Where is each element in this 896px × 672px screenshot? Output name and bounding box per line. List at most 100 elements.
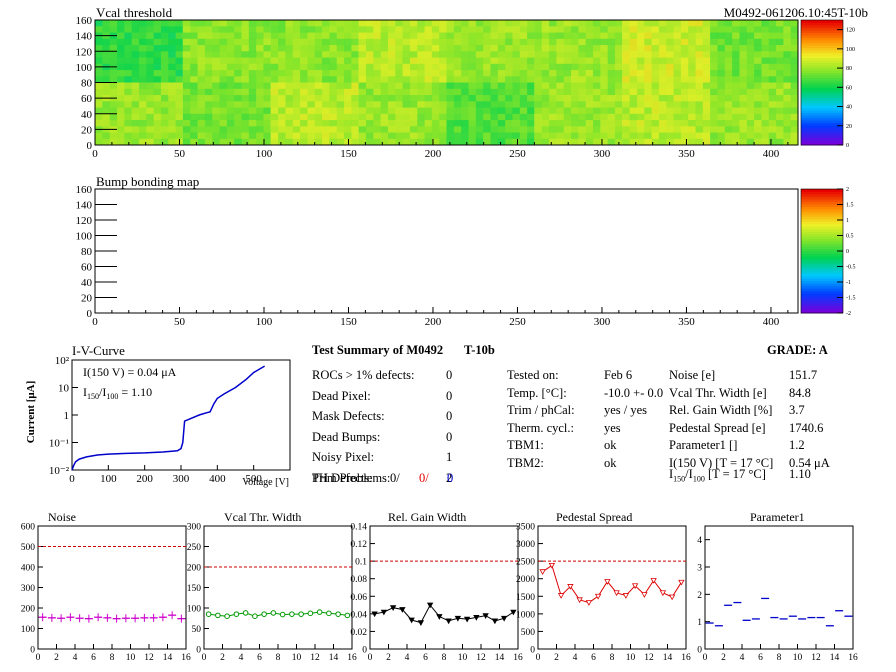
map-cell [124, 38, 132, 46]
map-cell [417, 113, 425, 121]
map-cell [358, 57, 367, 65]
map-cell [490, 126, 499, 133]
map-cell [651, 32, 660, 40]
colorbar-cell [801, 115, 843, 118]
map-cell [739, 88, 748, 96]
map-cell [168, 126, 176, 133]
map-cell [622, 82, 630, 90]
map-cell [461, 63, 469, 71]
map-cell [160, 126, 169, 133]
map-cell [578, 38, 586, 46]
map-cell [614, 88, 623, 96]
map-cell [768, 126, 777, 133]
map-cell [768, 38, 777, 46]
data-point [205, 611, 212, 617]
colorbar-cell [801, 62, 843, 66]
map-cell [241, 26, 250, 33]
map-cell [717, 63, 726, 71]
map-cell [285, 45, 294, 52]
map-cell [739, 76, 748, 83]
map-cell [732, 107, 740, 115]
colorbar-cell [801, 100, 843, 103]
map-cell [424, 120, 433, 127]
map-cell [658, 20, 667, 27]
x-tick-label: 350 [678, 316, 695, 328]
map-cell [541, 32, 550, 40]
map-cell [300, 113, 308, 121]
map-cell [343, 88, 352, 96]
colorbar-cell [801, 30, 843, 33]
y-tick-label: 100 [76, 62, 93, 74]
iv-y-tick-label: 10² [55, 355, 70, 367]
map-cell [219, 70, 228, 77]
map-cell [278, 126, 286, 133]
map-cell [116, 95, 125, 102]
map-cell [607, 126, 616, 133]
data-point [224, 613, 230, 620]
map-cell [592, 107, 601, 115]
map-cell [365, 138, 374, 146]
map-cell [292, 51, 301, 58]
data-point [408, 617, 415, 624]
map-cell [322, 113, 330, 121]
map-cell [732, 32, 740, 40]
map-cell [556, 20, 564, 27]
map-cell [570, 113, 579, 121]
map-cell [636, 76, 645, 83]
map-cell [600, 45, 608, 52]
map-cell [622, 113, 630, 121]
map-cell [761, 95, 770, 102]
map-cell [556, 113, 564, 121]
map-cell [190, 20, 198, 27]
map-cell [607, 76, 616, 83]
map-cell [409, 20, 418, 27]
map-cell [285, 138, 294, 146]
map-cell [226, 70, 235, 77]
map-cell [636, 113, 645, 121]
colorbar-cell [801, 47, 843, 51]
map-cell [131, 63, 140, 71]
map-cell [519, 88, 528, 96]
map-cell [490, 101, 499, 108]
map-cell [607, 51, 616, 58]
colorbar-cell [801, 221, 843, 225]
map-cell [329, 57, 337, 65]
map-cell [644, 82, 652, 90]
map-cell [570, 76, 579, 83]
colorbar-cell [801, 278, 843, 282]
colorbar-cell [801, 193, 843, 197]
small-y-tick-label: 50 [192, 625, 202, 635]
map-cell [607, 32, 616, 40]
colorbar-cell [801, 87, 843, 91]
summary-title: Test Summary of M0492 [312, 343, 444, 357]
map-cell [402, 57, 411, 65]
map-cell [570, 57, 579, 65]
map-cell [754, 88, 762, 96]
map-cell [314, 51, 323, 58]
map-cell [95, 57, 103, 65]
map-cell [256, 20, 264, 27]
map-cell [197, 132, 206, 140]
map-cell [387, 138, 396, 146]
map-cell [651, 132, 660, 140]
colorbar-cell [801, 255, 843, 259]
map-cell [182, 51, 191, 58]
map-cell [417, 120, 425, 127]
map-cell [636, 63, 645, 71]
map-cell [402, 138, 411, 146]
map-cell [197, 113, 206, 121]
map-cell [263, 113, 272, 121]
map-cell [541, 38, 550, 46]
map-cell [658, 32, 667, 40]
map-cell [761, 113, 770, 121]
map-cell [600, 101, 608, 108]
map-cell [263, 45, 272, 52]
map-cell [124, 57, 132, 65]
map-cell [717, 38, 726, 46]
map-cell [300, 138, 308, 146]
map-cell [673, 126, 682, 133]
map-cell [395, 82, 403, 90]
map-cell [226, 20, 235, 27]
map-cell [329, 82, 337, 90]
map-cell [658, 113, 667, 121]
